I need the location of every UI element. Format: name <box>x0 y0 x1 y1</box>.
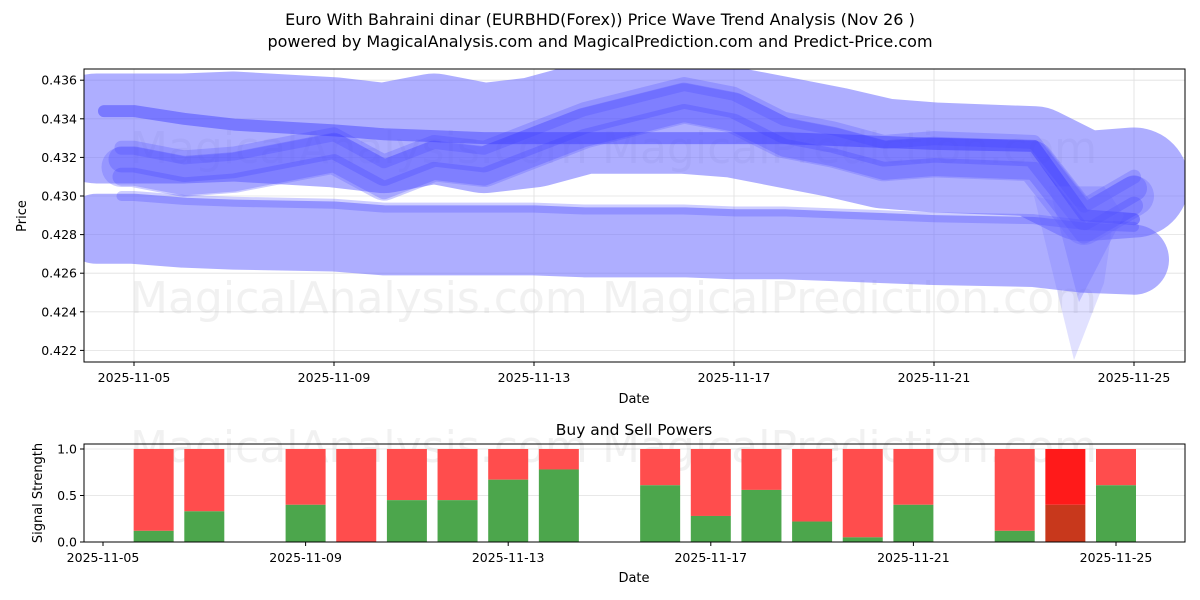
sell-bar <box>386 449 427 501</box>
buy-bar <box>386 500 427 542</box>
x-tick-label: 2025-11-09 <box>269 550 342 565</box>
lower-wave-band <box>84 193 1169 295</box>
sell-bar <box>488 449 529 480</box>
buy-bar <box>488 479 529 542</box>
y-tick-label: 0.0 <box>57 535 77 550</box>
sell-bar <box>133 449 174 531</box>
x-tick-label: 2025-11-17 <box>698 370 771 385</box>
buy-sell-plot: MagicalAnalysis.com MagicalPrediction.com… <box>31 421 1186 586</box>
upper-wave-band <box>84 69 1185 242</box>
buy-bar <box>133 530 174 542</box>
x-tick-label: 2025-11-05 <box>98 370 171 385</box>
sell-bar <box>336 449 377 542</box>
sell-bar <box>640 449 681 486</box>
x-tick-label: 2025-11-21 <box>898 370 971 385</box>
x-tick-label: 2025-11-09 <box>298 370 371 385</box>
sell-bar <box>437 449 478 501</box>
buy-bar <box>640 485 681 542</box>
x-axis-label: Date <box>618 392 649 407</box>
y-axis-label: Signal Strength <box>31 443 46 543</box>
buy-bar <box>792 521 833 542</box>
sell-bar <box>1096 449 1136 486</box>
buy-bar <box>842 537 883 542</box>
chart-title: Euro With Bahraini dinar (EURBHD(Forex))… <box>285 10 915 29</box>
short-wave-band <box>108 82 1147 231</box>
y-axis-label: Price <box>15 200 30 232</box>
buy-bar <box>285 504 326 542</box>
y-tick-label: 0.422 <box>41 343 77 358</box>
bar-chart-title: Buy and Sell Powers <box>556 421 713 439</box>
x-tick-label: 2025-11-25 <box>1098 370 1171 385</box>
y-tick-label: 0.434 <box>41 111 77 126</box>
y-tick-label: 0.426 <box>41 266 77 281</box>
buy-bar <box>1045 504 1086 542</box>
x-tick-label: 2025-11-17 <box>674 550 747 565</box>
chart-subtitle: powered by MagicalAnalysis.com and Magic… <box>267 32 933 51</box>
buy-bar <box>538 469 579 542</box>
y-tick-label: 0.430 <box>41 189 77 204</box>
buy-bar <box>741 489 782 542</box>
y-tick-label: 0.424 <box>41 304 77 319</box>
buy-bar <box>437 500 478 542</box>
sell-bar <box>690 449 731 516</box>
sell-bar <box>538 449 579 470</box>
sell-bar <box>741 449 782 490</box>
sell-bar <box>1045 449 1086 505</box>
forecast-dip <box>1049 186 1124 303</box>
forecast-dip <box>1034 196 1114 361</box>
buy-bar <box>690 515 731 542</box>
sell-bar <box>842 449 883 538</box>
x-tick-label: 2025-11-25 <box>1080 550 1153 565</box>
x-tick-label: 2025-11-13 <box>498 370 571 385</box>
sell-bar <box>184 449 225 512</box>
main-axes-frame <box>83 68 1186 363</box>
buy-bar <box>1096 485 1136 542</box>
trend-line <box>98 105 1140 226</box>
y-tick-label: 0.428 <box>41 227 77 242</box>
watermark: MagicalAnalysis.com <box>130 273 588 324</box>
y-tick-label: 0.432 <box>41 150 77 165</box>
x-axis-label: Date <box>618 571 649 586</box>
support-line <box>116 191 1139 232</box>
x-tick-label: 2025-11-21 <box>877 550 950 565</box>
bar-axes-frame <box>83 443 1186 543</box>
x-tick-label: 2025-11-05 <box>67 550 140 565</box>
x-tick-label: 2025-11-13 <box>472 550 545 565</box>
buy-bar <box>184 511 225 542</box>
wave-bands <box>84 69 1185 361</box>
main-plot: MagicalAnalysis.com MagicalPrediction.com… <box>15 68 1186 407</box>
short-wave-band <box>114 77 1141 213</box>
sell-bar <box>994 449 1035 531</box>
buy-bar <box>893 504 934 542</box>
sell-bar <box>792 449 833 522</box>
short-wave-band <box>101 83 1154 245</box>
sell-bar <box>285 449 326 505</box>
y-tick-label: 0.5 <box>57 488 77 503</box>
y-tick-label: 0.436 <box>41 73 77 88</box>
y-tick-label: 1.0 <box>57 442 77 457</box>
sell-bar <box>893 449 934 505</box>
short-wave-band <box>112 104 1143 244</box>
buy-bar <box>994 530 1035 542</box>
